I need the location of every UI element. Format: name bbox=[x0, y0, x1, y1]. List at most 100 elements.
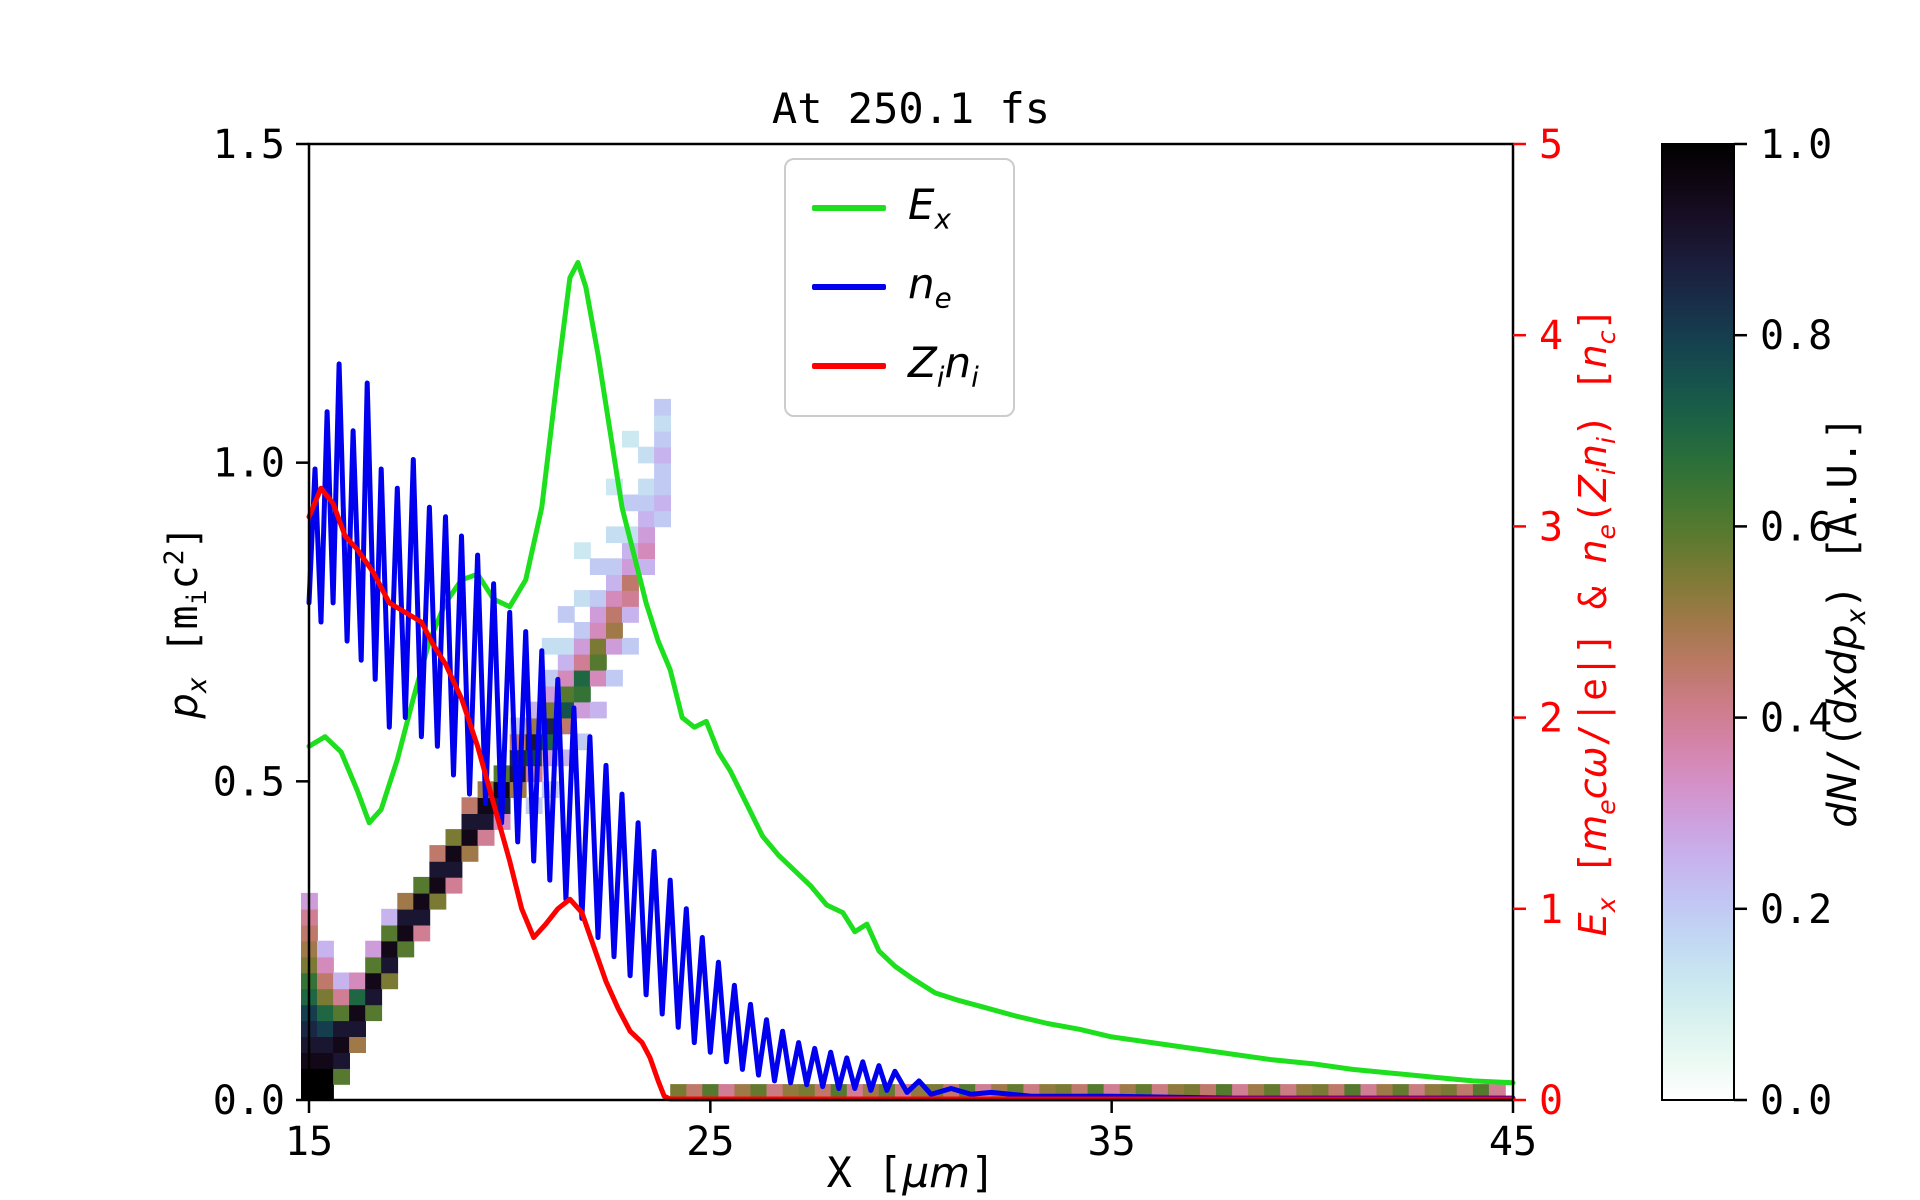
colorbar: 1.0 0.8 0.6 0.4 0.2 0.0 bbox=[1661, 122, 1832, 1124]
hist-cell bbox=[317, 1052, 334, 1069]
hist-cell bbox=[397, 924, 415, 942]
hist-cell bbox=[654, 414, 671, 432]
hist-cell bbox=[589, 669, 607, 687]
x-axis-ticks: 15 25 35 45 bbox=[285, 1100, 1537, 1165]
legend-line-swatch-Ex bbox=[812, 205, 886, 212]
hist-cell bbox=[589, 558, 607, 575]
y-left-tick-label: 1.0 bbox=[213, 441, 285, 487]
hist-cell bbox=[573, 701, 591, 719]
hist-cell bbox=[606, 574, 623, 591]
hist-cell bbox=[573, 685, 591, 703]
legend-entry-ne: ne bbox=[812, 258, 979, 315]
hist-cell bbox=[317, 1004, 334, 1022]
hist-cell bbox=[381, 956, 399, 974]
colorbar-tick-label: 0.2 bbox=[1760, 887, 1832, 933]
hist-cell bbox=[557, 685, 575, 703]
hist-cell bbox=[622, 494, 639, 512]
hist-cell bbox=[541, 669, 559, 687]
hist-cell bbox=[381, 972, 399, 990]
hist-cell bbox=[638, 494, 655, 512]
hist-cell bbox=[477, 813, 495, 830]
hist-cell bbox=[589, 637, 607, 655]
hist-cell bbox=[397, 940, 415, 958]
hist-cell bbox=[317, 1020, 334, 1037]
y-left-tick-label: 0.0 bbox=[213, 1078, 285, 1124]
hist-cell bbox=[606, 606, 623, 623]
hist-cell bbox=[654, 446, 671, 464]
x-tick-label: 45 bbox=[1489, 1119, 1537, 1165]
hist-cell bbox=[557, 637, 575, 655]
hist-cell bbox=[638, 526, 655, 544]
x-tick-label: 25 bbox=[686, 1119, 734, 1165]
hist-cell bbox=[349, 972, 366, 990]
hist-cell bbox=[445, 829, 463, 846]
hist-cell bbox=[606, 526, 623, 544]
hist-cell bbox=[445, 845, 463, 862]
hist-cell bbox=[381, 908, 399, 926]
hist-cell bbox=[317, 1036, 334, 1053]
hist-cell bbox=[365, 1004, 383, 1022]
y-right-tick-label: 1 bbox=[1539, 887, 1563, 933]
hist-cell bbox=[557, 606, 575, 623]
colorbar-tick-label: 0.0 bbox=[1760, 1078, 1832, 1124]
hist-cell bbox=[365, 956, 383, 974]
hist-cell bbox=[317, 1084, 334, 1101]
x-tick-label: 15 bbox=[285, 1119, 333, 1165]
hist-cell bbox=[317, 1068, 334, 1085]
hist-cell bbox=[638, 542, 655, 559]
hist-cell bbox=[429, 845, 447, 862]
legend-label-Ex: Ex bbox=[908, 180, 951, 236]
hist-cell bbox=[606, 637, 623, 655]
legend-entry-Zini: Zini bbox=[812, 339, 979, 393]
hist-cell bbox=[381, 924, 399, 942]
hist-cell bbox=[461, 845, 479, 862]
hist-cell bbox=[606, 590, 623, 607]
hist-cell bbox=[461, 797, 479, 814]
colorbar-label: dN/(dxdpx) [A.U.] bbox=[1820, 416, 1872, 828]
hist-cell bbox=[333, 1004, 350, 1022]
hist-cell bbox=[622, 606, 639, 623]
hist-cell bbox=[445, 861, 463, 878]
hist-cell bbox=[333, 1052, 350, 1069]
hist-cell bbox=[333, 1068, 350, 1085]
hist-cell bbox=[397, 892, 415, 910]
legend-label-ne: ne bbox=[908, 258, 952, 315]
hist-cell bbox=[333, 972, 350, 990]
y-axis-label-left: px [mic2] bbox=[158, 525, 214, 719]
hist-cell bbox=[429, 892, 447, 910]
colorbar-tick-label: 0.4 bbox=[1760, 696, 1832, 742]
hist-cell bbox=[365, 988, 383, 1006]
hist-cell bbox=[622, 590, 639, 607]
hist-cell bbox=[589, 622, 607, 639]
hist-cell bbox=[638, 510, 655, 528]
colorbar-gradient bbox=[1661, 143, 1735, 1101]
colorbar-tick-label: 0.8 bbox=[1760, 313, 1832, 359]
colorbar-tick-label: 1.0 bbox=[1760, 122, 1832, 168]
hist-cell bbox=[622, 574, 639, 591]
hist-cell bbox=[557, 669, 575, 687]
hist-cell bbox=[413, 924, 431, 942]
legend-line-swatch-Zini bbox=[812, 363, 886, 370]
hist-cell bbox=[365, 940, 383, 958]
hist-cell bbox=[654, 494, 671, 512]
legend-entry-Ex: Ex bbox=[812, 180, 979, 236]
colorbar-tick-label: 0.6 bbox=[1760, 504, 1832, 550]
legend-line-swatch-ne bbox=[812, 284, 886, 291]
hist-cell bbox=[317, 972, 334, 990]
hist-cell bbox=[333, 1036, 350, 1053]
hist-cell bbox=[622, 637, 639, 655]
hist-cell bbox=[381, 940, 399, 958]
hist-cell bbox=[589, 701, 607, 719]
hist-cell bbox=[349, 1004, 366, 1022]
plot-border bbox=[307, 142, 1515, 1102]
hist-cell bbox=[589, 653, 607, 671]
hist-cell bbox=[349, 1020, 366, 1037]
hist-cell bbox=[333, 988, 350, 1006]
hist-cell bbox=[573, 590, 591, 607]
y-right-tick-label: 5 bbox=[1539, 122, 1563, 168]
y-right-tick-label: 0 bbox=[1539, 1078, 1563, 1124]
hist-cell bbox=[317, 940, 334, 958]
hist-cell bbox=[445, 876, 463, 894]
hist-cell bbox=[573, 542, 591, 559]
